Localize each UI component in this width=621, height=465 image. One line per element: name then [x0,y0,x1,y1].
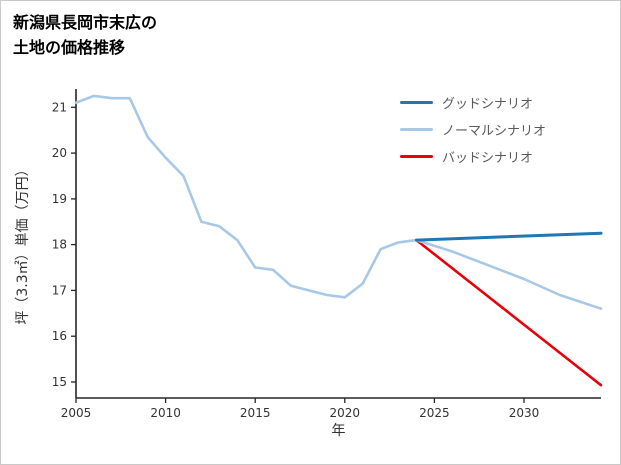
svg-text:19: 19 [52,192,67,206]
legend-swatch-good [400,100,433,105]
chart-legend: グッドシナリオ ノーマルシナリオ バッドシナリオ [400,94,547,166]
legend-swatch-bad [400,154,433,159]
legend-swatch-normal [400,127,433,132]
legend-item-normal-scenario: ノーマルシナリオ [400,121,547,139]
legend-item-good-scenario: グッドシナリオ [400,94,546,112]
svg-text:2005: 2005 [61,406,92,420]
svg-text:18: 18 [52,238,67,252]
svg-text:2030: 2030 [509,406,540,420]
svg-text:2015: 2015 [240,406,271,420]
svg-text:2025: 2025 [419,406,450,420]
svg-text:2010: 2010 [150,406,181,420]
page-title-line1: 新潟県長岡市末広の [13,13,158,32]
svg-text:16: 16 [52,329,67,343]
legend-label-bad: バッドシナリオ [442,151,534,166]
svg-text:2020: 2020 [330,406,361,420]
svg-text:17: 17 [52,283,67,297]
legend-label-normal: ノーマルシナリオ [442,124,547,139]
page-title-line2: 土地の価格推移 [13,37,126,57]
svg-text:年: 年 [332,423,346,439]
legend-item-bad-scenario: バッドシナリオ [400,148,546,166]
legend-label-good: グッドシナリオ [442,97,534,112]
svg-text:15: 15 [52,375,67,389]
svg-text:20: 20 [52,146,67,160]
page-title: 新潟県長岡市末広の 土地の価格推移 [13,11,157,61]
svg-text:21: 21 [52,100,67,114]
svg-text:坪（3.3㎡）単価（万円）: 坪（3.3㎡）単価（万円） [15,162,31,324]
